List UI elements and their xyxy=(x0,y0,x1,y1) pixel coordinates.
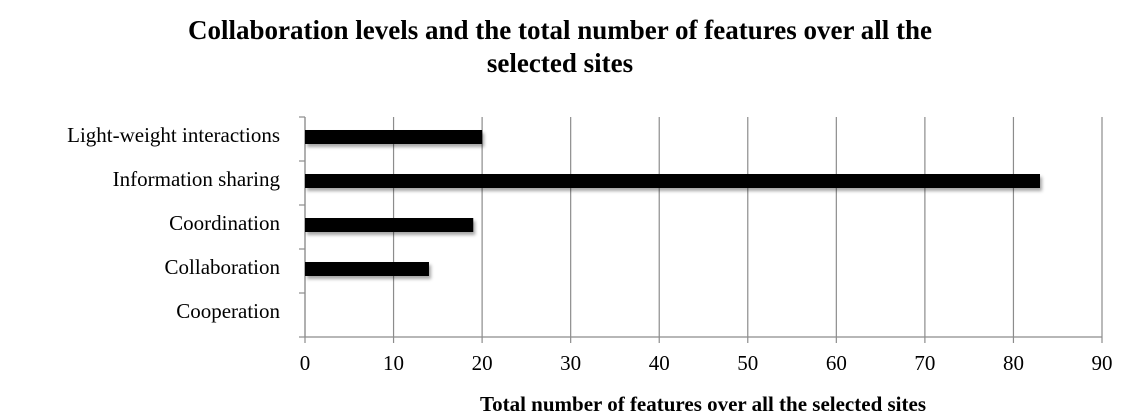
x-tick-label: 50 xyxy=(737,351,758,375)
chart-title: Collaboration levels and the total numbe… xyxy=(188,15,932,78)
y-tick-label: Information sharing xyxy=(113,167,281,191)
x-tick-label: 20 xyxy=(472,351,493,375)
bar xyxy=(305,262,429,276)
y-tick-label: Cooperation xyxy=(176,299,280,323)
y-tick-label: Coordination xyxy=(169,211,280,235)
x-tick-label: 70 xyxy=(914,351,935,375)
x-tick-label: 10 xyxy=(383,351,404,375)
x-tick-label: 90 xyxy=(1092,351,1113,375)
x-tick-label: 0 xyxy=(300,351,311,375)
x-tick-label: 40 xyxy=(649,351,670,375)
bar xyxy=(305,130,483,144)
y-tick-label: Collaboration xyxy=(165,255,281,279)
bar xyxy=(305,174,1041,188)
x-axis-label: Total number of features over all the se… xyxy=(480,392,926,416)
x-tick-label: 30 xyxy=(560,351,581,375)
bar xyxy=(305,218,474,232)
x-tick-label: 60 xyxy=(826,351,847,375)
x-tick-label: 80 xyxy=(1003,351,1024,375)
y-tick-label: Light-weight interactions xyxy=(67,123,280,147)
